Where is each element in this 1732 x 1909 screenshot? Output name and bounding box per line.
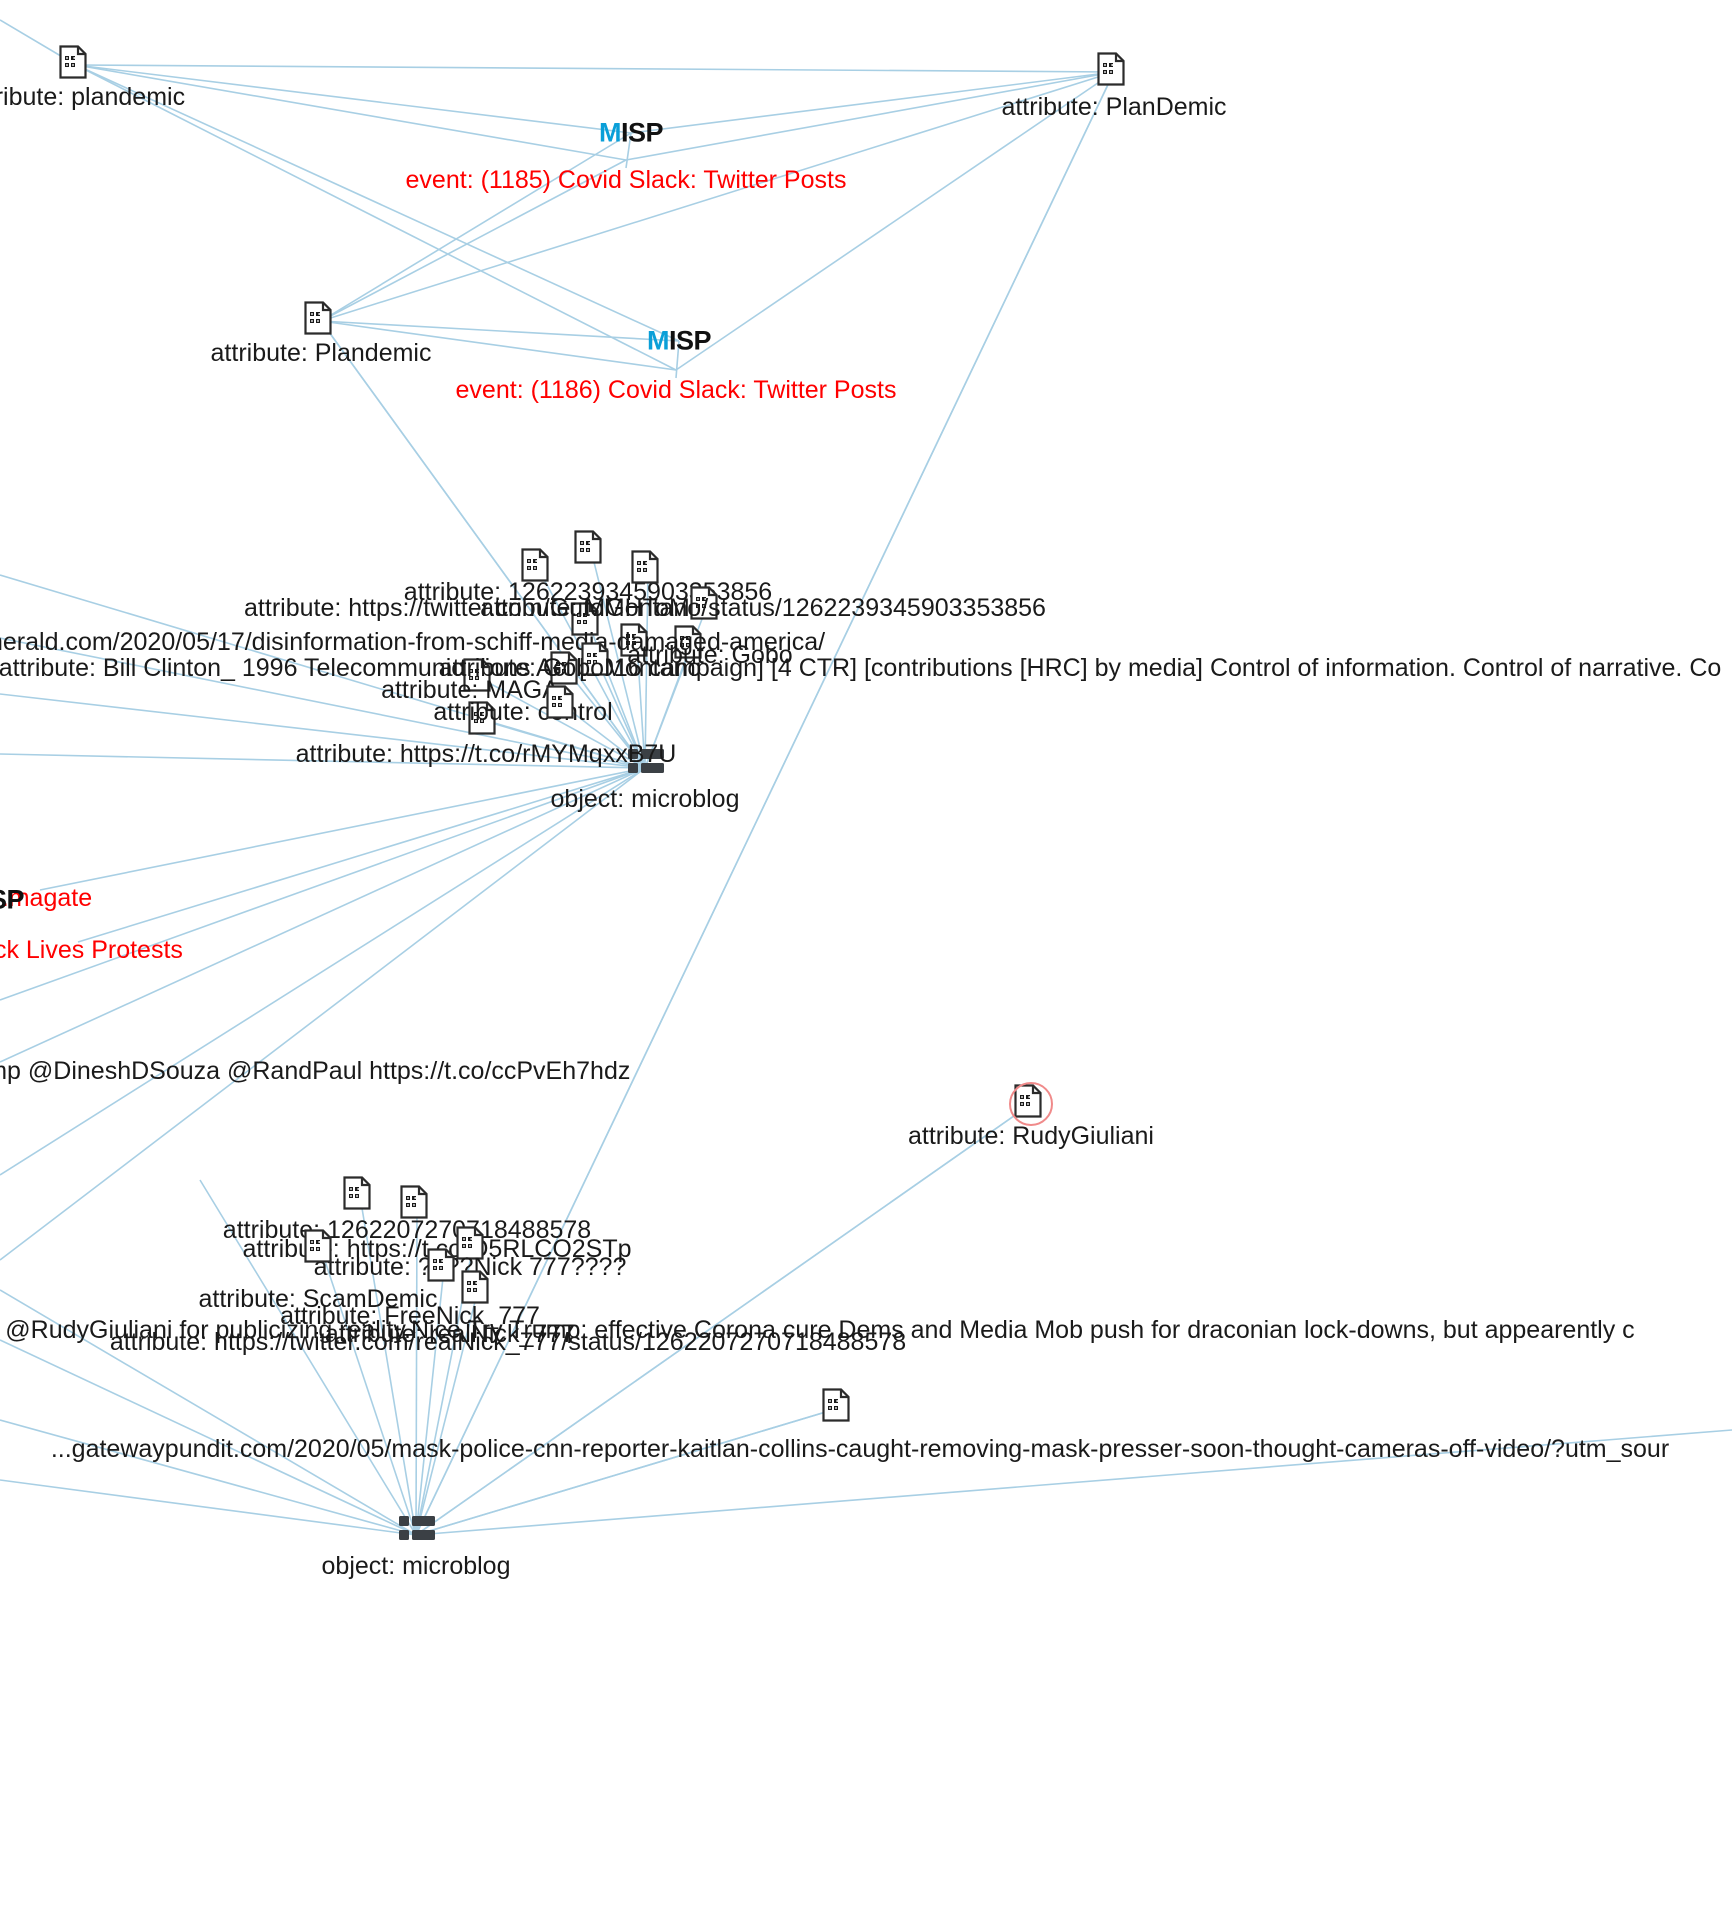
binary-file-icon (550, 651, 584, 685)
attribute-label[interactable]: Trump @DineshDSouza @RandPaul https://t.… (0, 1057, 631, 1085)
attribute-node[interactable] (1009, 1082, 1053, 1126)
binary-file-icon (546, 685, 580, 719)
misp-logo: MISP (598, 117, 664, 149)
binary-file-icon (822, 1388, 856, 1422)
binary-file-icon (463, 658, 497, 692)
object-label[interactable]: object: microblog (550, 785, 740, 813)
attribute-label[interactable]: attribute: plandemic (0, 83, 186, 111)
graph-edge (320, 71, 1115, 322)
binary-file-icon (456, 1226, 490, 1260)
attribute-node[interactable] (463, 658, 497, 698)
binary-file-icon (427, 1248, 461, 1282)
binary-file-icon (631, 550, 665, 584)
binary-file-icon (674, 625, 708, 659)
attribute-label[interactable]: attribute: https://twitter.com/GutoMonta… (244, 594, 1046, 622)
attribute-node[interactable] (571, 602, 605, 642)
attribute-node[interactable] (400, 1185, 434, 1225)
attribute-node[interactable] (59, 45, 93, 85)
attribute-label[interactable]: attribute: Gobo (627, 641, 793, 669)
misp-logo-isp: ISP (668, 325, 712, 356)
attribute-label[interactable]: attribute: control (433, 698, 613, 726)
object-node[interactable] (628, 748, 664, 788)
attribute-node[interactable] (574, 530, 608, 570)
event-label[interactable]: event: (1186) Covid Slack: Twitter Posts (455, 376, 897, 404)
attribute-node[interactable] (1097, 52, 1131, 92)
attribute-label[interactable]: attribute: realNick_777 (324, 1320, 576, 1348)
graph-edge (415, 1407, 840, 1536)
graph-edge (320, 132, 632, 322)
attribute-node[interactable] (468, 701, 502, 741)
attribute-label[interactable]: attribute: Plandemic (210, 339, 432, 367)
attribute-label[interactable]: attribute: https://www.bostonherald.com/… (0, 628, 826, 656)
attribute-node[interactable] (343, 1176, 377, 1216)
attribute-node[interactable] (461, 1270, 495, 1310)
misp-logo: MISP (0, 884, 25, 916)
attribute-node[interactable] (822, 1388, 856, 1428)
binary-file-icon (574, 530, 608, 564)
attribute-node[interactable] (304, 301, 338, 341)
attribute-node[interactable] (674, 625, 708, 665)
attribute-label[interactable]: @RudyGiuliani for publicizing reality.Ni… (5, 1316, 1635, 1344)
attribute-label[interactable]: attribute: GoboMontano (438, 654, 702, 682)
event-label[interactable]: ...magate (0, 884, 93, 912)
misp-logo-isp: ISP (620, 117, 664, 148)
attribute-node[interactable] (690, 586, 724, 626)
graph-edge (0, 1479, 417, 1536)
graph-edge (75, 64, 627, 161)
attribute-label[interactable]: attribute: https://twitter.com/realNick_… (109, 1328, 907, 1356)
graph-edge (0, 767, 646, 1001)
microblog-icon (628, 748, 664, 774)
graph-edge (0, 767, 646, 1261)
binary-file-icon (571, 602, 605, 636)
misp-logo: MISP (646, 325, 712, 357)
attribute-label[interactable]: attribute: RudyGiuliani (908, 1122, 1154, 1150)
attribute-node[interactable] (304, 1229, 338, 1269)
attribute-label[interactable]: attribute: MAGA (381, 676, 559, 704)
attribute-label[interactable]: attribute: ScamDemic (198, 1285, 438, 1313)
misp-logo-m: M (598, 117, 622, 148)
attribute-label[interactable]: attribute: 1262207270718488578 (222, 1216, 592, 1244)
event-label[interactable]: event: (1185) Covid Slack: Twitter Posts (405, 166, 847, 194)
object-node[interactable] (399, 1515, 435, 1555)
attribute-node[interactable] (550, 651, 584, 691)
binary-file-icon (1097, 52, 1131, 86)
attribute-label[interactable]: attribute: https://t.co/rMYMqxxB7U (295, 740, 677, 768)
attribute-label[interactable]: attribute: FreeNick_777 (280, 1302, 540, 1330)
binary-file-icon (690, 586, 724, 620)
graph-edge (320, 320, 680, 342)
object-label[interactable]: object: microblog (321, 1552, 511, 1580)
binary-file-icon (304, 1229, 338, 1263)
graph-edge (415, 1407, 840, 1536)
attribute-label[interactable]: attribute: PlanDemic (1001, 93, 1227, 121)
attribute-label[interactable]: attribute: MGHToM (480, 594, 690, 622)
attribute-node[interactable] (581, 642, 615, 682)
graph-edge (0, 767, 646, 1063)
binary-file-icon (581, 642, 615, 676)
graph-edge (75, 64, 1115, 73)
misp-logo-m: M (646, 325, 670, 356)
binary-file-icon (1014, 1084, 1048, 1118)
binary-file-icon (343, 1176, 377, 1210)
graph-edge (0, 767, 646, 1176)
attribute-node[interactable] (620, 623, 654, 663)
attribute-node[interactable] (521, 548, 555, 588)
binary-file-icon (400, 1185, 434, 1219)
binary-file-icon (620, 623, 654, 657)
binary-file-icon (468, 701, 502, 735)
attribute-label[interactable]: attribute: Bill Clinton_ 1996 Telecommun… (0, 654, 1722, 682)
binary-file-icon (461, 1270, 495, 1304)
binary-file-icon (59, 45, 93, 79)
misp-logo-isp: ISP (0, 884, 25, 915)
attribute-node[interactable] (427, 1248, 461, 1288)
microblog-icon (399, 1515, 435, 1541)
attribute-node[interactable] (456, 1226, 490, 1266)
attribute-node[interactable] (546, 685, 580, 725)
binary-file-icon (521, 548, 555, 582)
event-label[interactable]: ...ck Lives Protests (0, 936, 183, 964)
attribute-label[interactable]: ...gatewaypundit.com/2020/05/mask-police… (50, 1435, 1670, 1463)
binary-file-icon (304, 301, 338, 335)
attribute-node[interactable] (631, 550, 665, 590)
